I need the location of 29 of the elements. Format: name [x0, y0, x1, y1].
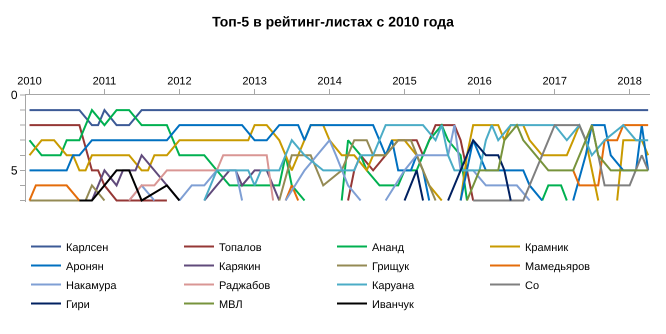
x-tick-label: 2012: [167, 76, 192, 88]
legend-label: Мамедьяров: [525, 260, 590, 273]
legend-label: Гири: [66, 298, 90, 311]
legend-label: Раджабов: [219, 280, 270, 292]
legend-label: Накамура: [66, 280, 118, 292]
x-tick-label: 2013: [242, 76, 267, 88]
x-tick-label: 2016: [467, 76, 492, 88]
legend-label: Грищук: [372, 260, 410, 273]
legend-label: Каруана: [372, 280, 416, 292]
legend-label: Топалов: [219, 242, 262, 254]
x-tick-label: 2018: [617, 76, 642, 88]
y-tick-label: 5: [10, 164, 18, 178]
x-tick-label: 2010: [17, 76, 42, 88]
line-series: [128, 154, 274, 202]
x-tick-label: 2011: [92, 76, 116, 88]
legend-label: Иванчук: [372, 298, 414, 311]
legend-label: Аронян: [66, 260, 104, 273]
legend-label: Со: [525, 280, 540, 292]
x-tick-label: 2015: [392, 76, 417, 88]
legend-label: Крамник: [525, 242, 568, 254]
x-tick-label: 2017: [542, 76, 567, 88]
legend-label: Ананд: [372, 242, 405, 254]
chart-title: Топ-5 в рейтинг-листах с 2010 года: [212, 14, 454, 30]
line-series: [203, 124, 650, 202]
x-tick-label: 2014: [317, 76, 342, 88]
legend-label: Карякин: [219, 260, 261, 273]
y-tick-label: 0: [10, 88, 18, 102]
legend-label: МВЛ: [219, 298, 243, 311]
legend-label: Карлсен: [66, 242, 108, 254]
